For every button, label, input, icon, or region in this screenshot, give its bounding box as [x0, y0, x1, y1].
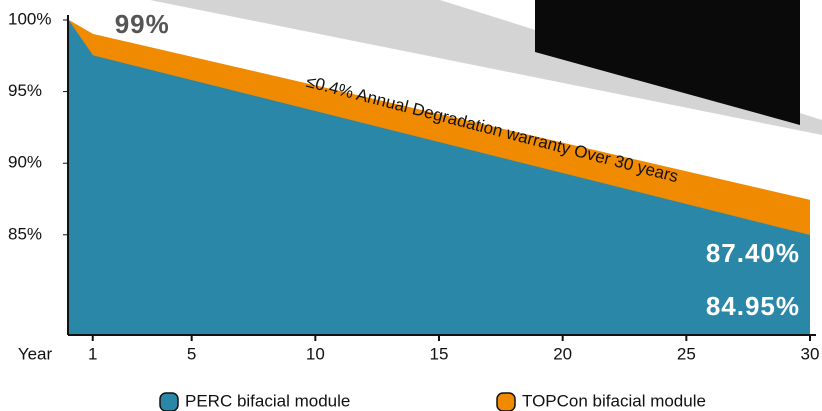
value-label: 99%: [115, 9, 170, 39]
x-tick-label: 20: [553, 344, 572, 363]
value-label: 84.95%: [706, 291, 800, 321]
chart: ≤0.4% Annual Degradation warranty Over 3…: [0, 0, 822, 411]
x-tick-label: 30: [801, 344, 820, 363]
legend-label: PERC bifacial module: [185, 391, 350, 410]
x-tick-label: 15: [430, 344, 449, 363]
legend-label: TOPCon bifacial module: [522, 391, 706, 410]
x-tick-label: 25: [677, 344, 696, 363]
y-tick-label: 100%: [8, 9, 51, 28]
value-label: 87.40%: [706, 238, 800, 268]
x-tick-label: 10: [306, 344, 325, 363]
decor-box: [535, 0, 800, 125]
x-tick-label: 5: [187, 344, 196, 363]
legend-swatch: [160, 393, 178, 411]
y-tick-label: 85%: [8, 224, 42, 243]
x-axis-label: Year: [18, 344, 53, 363]
y-tick-label: 95%: [8, 81, 42, 100]
legend-swatch: [497, 393, 515, 411]
y-tick-label: 90%: [8, 153, 42, 172]
x-tick-label: 1: [88, 344, 97, 363]
